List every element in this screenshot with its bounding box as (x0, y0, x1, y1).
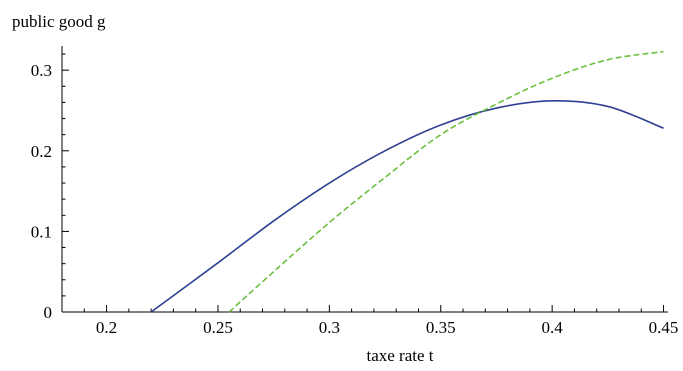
x-tick-label: 0.3 (319, 318, 340, 337)
x-tick-label: 0.35 (426, 318, 456, 337)
y-tick-label: 0.1 (31, 222, 52, 241)
minor-ticks (61, 53, 642, 312)
y-tick-label: 0 (44, 303, 53, 322)
series-line-solid (150, 99, 664, 313)
y-tick-label: 0.2 (31, 142, 52, 161)
ticks: 0.2 0.25 0.3 0.35 0.4 0.45 0 0.1 0.2 0.3 (31, 61, 679, 337)
x-tick-label: 0.45 (649, 318, 679, 337)
x-axis-title: taxe rate t (366, 346, 433, 365)
series-line-dashed (228, 50, 664, 313)
y-tick-label: 0.3 (31, 61, 52, 80)
x-tick-label: 0.4 (542, 318, 564, 337)
x-tick-label: 0.2 (96, 318, 117, 337)
y-axis-title: public good g (12, 12, 106, 31)
x-tick-label: 0.25 (203, 318, 233, 337)
series-group (150, 50, 664, 313)
